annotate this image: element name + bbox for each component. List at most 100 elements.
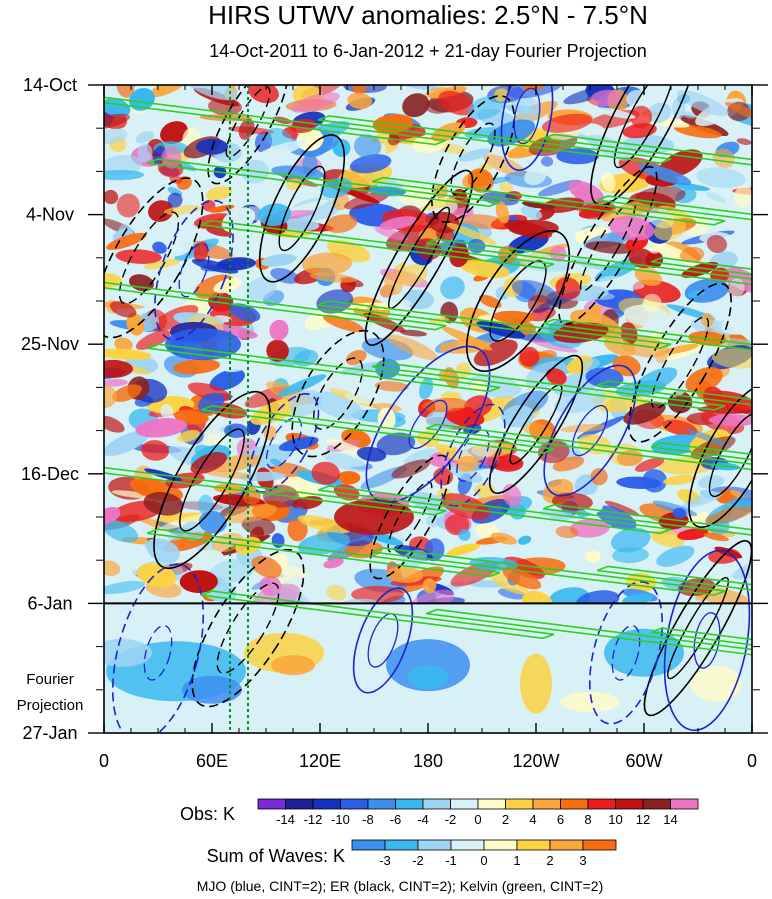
anomaly-cell: [499, 181, 514, 193]
er-contour: [628, 282, 732, 443]
kelvin-contour: [542, 133, 752, 166]
kelvin-contour: [542, 503, 752, 536]
anomaly-cell: [483, 154, 527, 177]
anomaly-cell: [686, 429, 730, 447]
anomaly-cell: [663, 474, 697, 485]
anomaly-cell: [681, 111, 696, 119]
waves-colorbar-level-label: -1: [445, 853, 457, 868]
obs-colorbar-level-label: 12: [636, 812, 650, 827]
mjo-contour: [611, 624, 641, 681]
mjo-contour: [456, 428, 490, 482]
er-contour: [191, 548, 305, 708]
anomaly-cell: [601, 172, 616, 192]
anomaly-cell: [179, 570, 218, 594]
anomaly-cell: [391, 459, 431, 479]
anomaly-cell: [609, 216, 655, 241]
waves-colorbar-level-label: 3: [579, 853, 586, 868]
anomaly-cell: [519, 346, 540, 367]
anomaly-cell: [679, 246, 705, 263]
mjo-contour: [513, 87, 541, 145]
kelvin-contour: [596, 195, 752, 221]
kelvin-contour: [200, 219, 555, 269]
kelvin-contour: [146, 528, 501, 578]
er-contour: [465, 230, 571, 372]
y-tick-label: 14-Oct: [23, 75, 77, 95]
anomaly-cell: [324, 214, 358, 234]
waves-colorbar-level-label: -2: [412, 853, 424, 868]
anomaly-core: [334, 499, 414, 535]
waves-colorbar-level-label: 2: [546, 853, 553, 868]
er-contour: [225, 86, 271, 158]
anomaly-cell: [704, 506, 752, 524]
mjo-contour: [500, 85, 554, 172]
kelvin-contour: [596, 380, 752, 406]
obs-colorbar-swatch: [477, 798, 506, 810]
anomaly-cell: [374, 381, 409, 392]
anomaly-cell: [204, 470, 253, 479]
obs-colorbar-swatch: [615, 798, 644, 810]
anomaly-cell: [555, 525, 579, 539]
anomaly-cell: [590, 468, 608, 486]
anomaly-core: [104, 359, 133, 378]
kelvin-contour: [425, 608, 752, 656]
anomaly-cell: [401, 549, 427, 569]
obs-colorbar-label: Obs: K: [180, 804, 235, 824]
kelvin-contour: [650, 256, 752, 276]
waves-colorbar: -3 -2 -1 0 1 2 3: [351, 839, 617, 868]
obs-colorbar-level-label: -8: [362, 812, 374, 827]
mjo-contour: [588, 581, 664, 725]
x-tick-label: 60W: [625, 751, 662, 771]
obs-colorbar-level-label: 2: [502, 812, 509, 827]
anomaly-cell: [352, 85, 367, 95]
mjo-contour: [365, 345, 491, 504]
anomaly-cell: [311, 391, 364, 420]
anomaly-cell: [302, 152, 318, 177]
kelvin-contour: [371, 547, 726, 596]
anomaly-cell: [422, 397, 469, 413]
obs-colorbar-level-label: 8: [584, 812, 591, 827]
anomaly-cell: [560, 423, 608, 433]
anomaly-cell: [502, 567, 542, 590]
er-contour: [291, 329, 385, 458]
anomaly-cell: [440, 276, 465, 300]
anomaly-cell: [459, 259, 510, 279]
anomaly-cell: [706, 234, 727, 254]
kelvin-contour: [104, 281, 447, 331]
kelvin-contour: [104, 96, 447, 146]
anomaly-cell: [135, 131, 155, 144]
anomaly-cell: [344, 389, 394, 404]
waves-colorbar-swatch: [516, 839, 551, 851]
anomaly-cell: [229, 303, 261, 322]
mjo-contour: [154, 199, 234, 341]
anomaly-cell: [521, 201, 556, 209]
projection-cell: [182, 675, 242, 704]
anomaly-cell: [601, 393, 652, 413]
anomaly-cell: [703, 532, 729, 542]
waves-colorbar-swatch: [384, 839, 419, 851]
waves-colorbar-level-label: -3: [379, 853, 391, 868]
plot-area: [104, 85, 752, 733]
anomaly-cell: [666, 182, 711, 191]
mjo-contour: [248, 392, 320, 493]
anomaly-cell: [372, 402, 402, 412]
anomaly-cell: [345, 349, 367, 366]
anomaly-cell: [238, 118, 255, 140]
kelvin-contour: [104, 466, 447, 516]
kelvin-contour: [650, 627, 752, 646]
anomaly-cell: [676, 90, 729, 116]
obs-colorbar-swatch: [560, 798, 589, 810]
anomaly-cell: [104, 169, 145, 181]
er-contour: [118, 211, 180, 305]
anomaly-cell: [399, 329, 428, 337]
anomaly-cell: [653, 218, 687, 241]
anomaly-cell: [161, 146, 182, 169]
anomaly-cell: [642, 293, 662, 313]
waves-colorbar-swatch: [483, 839, 518, 851]
anomaly-cell: [135, 418, 187, 438]
anomaly-cell: [712, 148, 736, 168]
anomaly-cell: [467, 95, 505, 120]
waves-colorbar-label: Sum of Waves: K: [207, 846, 345, 866]
anomaly-cell: [297, 514, 351, 534]
obs-colorbar-level-label: 10: [608, 812, 622, 827]
mjo-contour: [111, 563, 205, 733]
